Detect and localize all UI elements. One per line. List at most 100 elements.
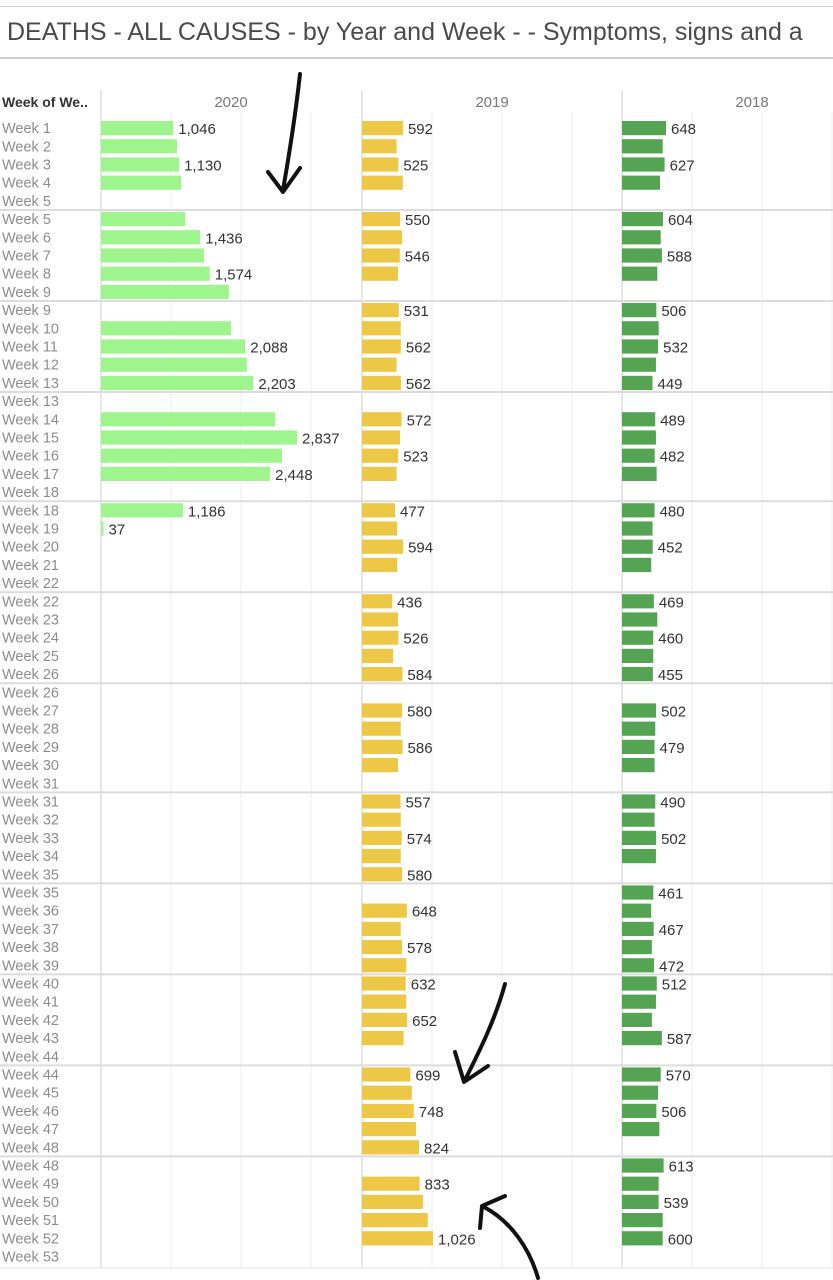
week-label: Week 31: [2, 795, 59, 811]
bar-2019: [362, 266, 398, 281]
data-label-2018: 461: [658, 886, 683, 903]
bar-2020: [101, 284, 229, 299]
week-label: Week 39: [2, 958, 59, 974]
bar-2019: [362, 594, 393, 609]
week-label: Week 51: [2, 1213, 59, 1229]
bar-2019: [362, 630, 399, 645]
bar-2018: [622, 139, 663, 154]
data-label-2020: 1,574: [215, 267, 253, 284]
bar-2018: [622, 1231, 663, 1246]
bar-2018: [622, 503, 655, 518]
bar-2019: [362, 1085, 412, 1100]
week-label: Week 26: [2, 667, 59, 683]
week-label: Week 18: [2, 503, 59, 519]
bar-2018: [622, 703, 657, 718]
week-label: Week 12: [2, 358, 59, 374]
week-label: Week 48: [2, 1159, 59, 1175]
data-label-2020: 1,130: [184, 158, 222, 175]
title-bar: DEATHS - ALL CAUSES - by Year and Week -…: [0, 0, 833, 62]
week-label: Week 49: [2, 1177, 59, 1193]
data-label-2019: 523: [403, 449, 428, 466]
data-label-2018: 587: [667, 1031, 692, 1048]
bar-2019: [362, 248, 400, 263]
data-label-2020: 2,448: [275, 467, 313, 484]
title-bottom-rule: [0, 57, 833, 59]
week-label: Week 13: [2, 376, 59, 392]
bar-2018: [622, 357, 656, 372]
data-label-2019: 824: [424, 1140, 449, 1157]
week-label: Week 44: [2, 1049, 59, 1065]
bar-2018: [622, 539, 653, 554]
data-label-2020: 2,837: [302, 431, 340, 448]
week-label: Week 31: [2, 776, 59, 792]
bar-2020: [101, 175, 182, 190]
row-header-label[interactable]: Week of We..: [2, 94, 88, 110]
bar-2018: [622, 448, 655, 463]
bar-2019: [362, 721, 401, 736]
week-label: Week 2: [2, 139, 51, 155]
bar-2020: [101, 412, 276, 427]
week-label: Week 38: [2, 940, 59, 956]
column-header-2018[interactable]: 2018: [735, 94, 769, 111]
bar-2018: [622, 630, 654, 645]
week-label: Week 41: [2, 995, 59, 1011]
data-label-2018: 506: [661, 1104, 686, 1121]
data-label-2018: 489: [660, 412, 685, 429]
data-label-2018: 539: [664, 1195, 689, 1212]
week-label: Week 5: [2, 194, 51, 210]
bar-2018: [622, 594, 654, 609]
data-label-2018: 452: [658, 540, 683, 557]
bar-2019: [362, 703, 403, 718]
week-label: Week 24: [2, 631, 59, 647]
bar-2018: [622, 721, 656, 736]
bar-2018: [622, 794, 656, 809]
bar-2020: [101, 321, 231, 336]
data-label-2018: 449: [657, 376, 682, 393]
data-label-2019: 562: [406, 340, 431, 357]
week-label: Week 16: [2, 449, 59, 465]
bar-2019: [362, 1012, 408, 1027]
bar-2018: [622, 612, 658, 627]
bar-2018: [622, 375, 653, 390]
week-label: Week 27: [2, 704, 59, 720]
bar-2019: [362, 903, 407, 918]
bar-2020: [101, 266, 210, 281]
data-label-2018: 532: [663, 340, 688, 357]
data-label-2018: 472: [659, 958, 684, 975]
data-label-2018: 588: [667, 249, 692, 266]
data-label-2019: 594: [408, 540, 433, 557]
data-label-2018: 490: [660, 795, 685, 812]
week-label: Week 26: [2, 685, 59, 701]
bar-2018: [622, 175, 661, 190]
data-label-2019: 562: [406, 376, 431, 393]
bar-2018: [622, 1122, 660, 1137]
bar-2019: [362, 739, 403, 754]
data-label-2018: 502: [661, 831, 686, 848]
bar-2020: [101, 430, 297, 445]
data-label-2019: 748: [419, 1104, 444, 1121]
week-label: Week 28: [2, 722, 59, 738]
data-label-2020: 2,203: [258, 376, 296, 393]
data-label-2018: 502: [661, 704, 686, 721]
column-header-2020[interactable]: 2020: [214, 94, 248, 111]
bar-2018: [622, 667, 653, 682]
bar-2020: [101, 375, 254, 390]
bar-2018: [622, 1031, 662, 1046]
data-label-2018: 512: [662, 977, 687, 994]
bar-2019: [362, 849, 401, 864]
bar-2019: [362, 1176, 420, 1191]
bar-2018: [622, 849, 656, 864]
bar-2019: [362, 357, 397, 372]
data-label-2019: 592: [408, 121, 433, 138]
bar-2018: [622, 157, 665, 172]
bar-2020: [101, 521, 104, 536]
data-label-2019: 648: [412, 904, 437, 921]
week-label: Week 5: [2, 212, 51, 228]
column-header-2019[interactable]: 2019: [475, 94, 509, 111]
week-label: Week 40: [2, 977, 59, 993]
data-label-2019: 833: [425, 1177, 450, 1194]
data-label-2019: 632: [411, 977, 436, 994]
bar-2018: [622, 266, 658, 281]
week-label: Week 15: [2, 431, 59, 447]
